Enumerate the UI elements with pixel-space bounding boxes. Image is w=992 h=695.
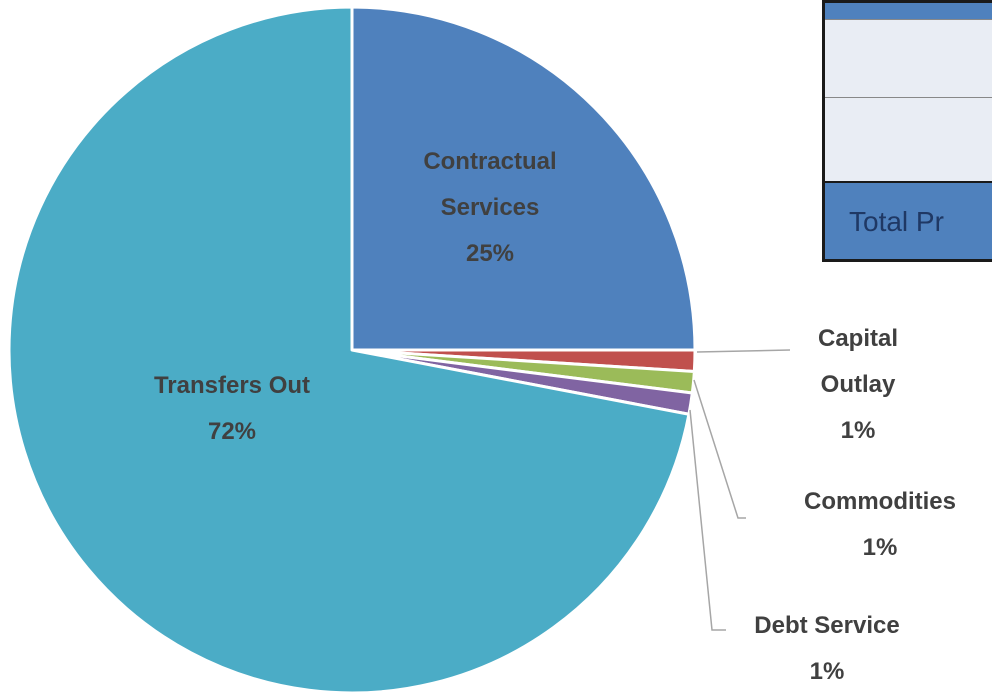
table-row: [825, 97, 992, 182]
value-label: 1%: [862, 534, 898, 561]
leader-line: [696, 349, 791, 353]
category-name: Debt Service: [754, 612, 900, 639]
slice-label: Contractual Services 25%: [390, 139, 590, 277]
table-header: [825, 3, 992, 19]
value-label: 1%: [840, 417, 876, 444]
table-total: Total Pr: [825, 181, 992, 259]
leader-line: [693, 379, 746, 519]
slice-label: Commodities 1%: [780, 479, 980, 571]
category-name: Capital Outlay: [817, 325, 898, 398]
category-name: Contractual Services: [423, 148, 557, 221]
value-label: 25%: [465, 240, 515, 267]
category-name: Commodities: [803, 488, 956, 515]
slice-label: Debt Service 1%: [717, 603, 937, 695]
pie-slice: [350, 5, 697, 352]
table-row: [825, 19, 992, 98]
slice-label: Capital Outlay 1%: [798, 316, 918, 454]
slice-label: Transfers Out 72%: [102, 363, 362, 455]
category-name: Transfers Out: [153, 372, 311, 399]
table: Total Pr: [822, 0, 992, 262]
pie-slice: [7, 5, 691, 695]
leader-line: [689, 409, 726, 631]
pie: [7, 5, 697, 695]
value-label: 72%: [207, 418, 257, 445]
value-label: 1%: [809, 658, 845, 685]
